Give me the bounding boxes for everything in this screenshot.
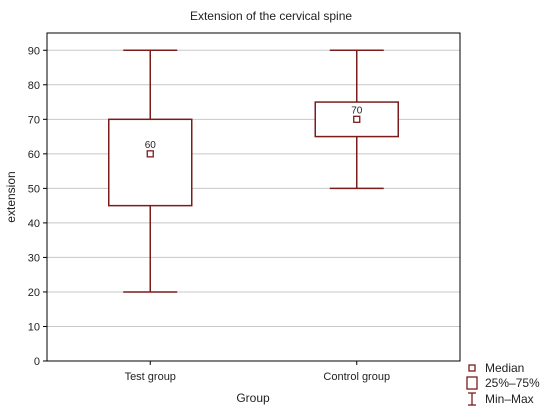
x-axis-label: Group	[236, 391, 270, 405]
y-tick-label: 90	[28, 45, 40, 57]
box-series: 60 70	[108, 49, 399, 293]
x-tick-label: Control group	[323, 371, 390, 383]
legend-label: Median	[485, 361, 524, 375]
iqr-box	[108, 118, 193, 207]
legend-item-small-square: Median	[468, 361, 524, 375]
y-tick-label: 50	[28, 183, 40, 195]
y-tick-label: 10	[28, 321, 40, 333]
legend-label: Min–Max	[485, 392, 534, 406]
y-tick-label: 60	[28, 149, 40, 161]
y-axis-label: extension	[4, 171, 18, 222]
y-tick-label: 40	[28, 218, 40, 230]
box-control-group: 70	[314, 49, 399, 190]
legend-label: 25%–75%	[485, 376, 540, 390]
median-label: 70	[351, 105, 363, 116]
legend-box-symbol	[466, 376, 478, 390]
legend-item-whisker: Min–Max	[468, 392, 534, 406]
x-axis-ticks: Test group Control group	[125, 361, 390, 383]
median-marker	[353, 115, 361, 123]
y-tick-label: 30	[28, 252, 40, 264]
y-tick-label: 80	[28, 80, 40, 92]
legend-median-symbol	[468, 364, 476, 372]
median-marker	[146, 150, 154, 158]
legend-item-box: 25%–75%	[466, 376, 540, 390]
plot-frame	[46, 32, 461, 362]
chart-title: Extension of the cervical spine	[190, 9, 352, 23]
y-tick-label: 70	[28, 114, 40, 126]
x-tick-label: Test group	[125, 371, 176, 383]
y-tick-label: 20	[28, 287, 40, 299]
y-axis-ticks: 0 10 20 30 40 50 60 70 80 90	[28, 45, 47, 368]
median-label: 60	[145, 140, 157, 151]
box-test-group: 60	[108, 49, 193, 293]
y-tick-label: 0	[34, 356, 40, 368]
